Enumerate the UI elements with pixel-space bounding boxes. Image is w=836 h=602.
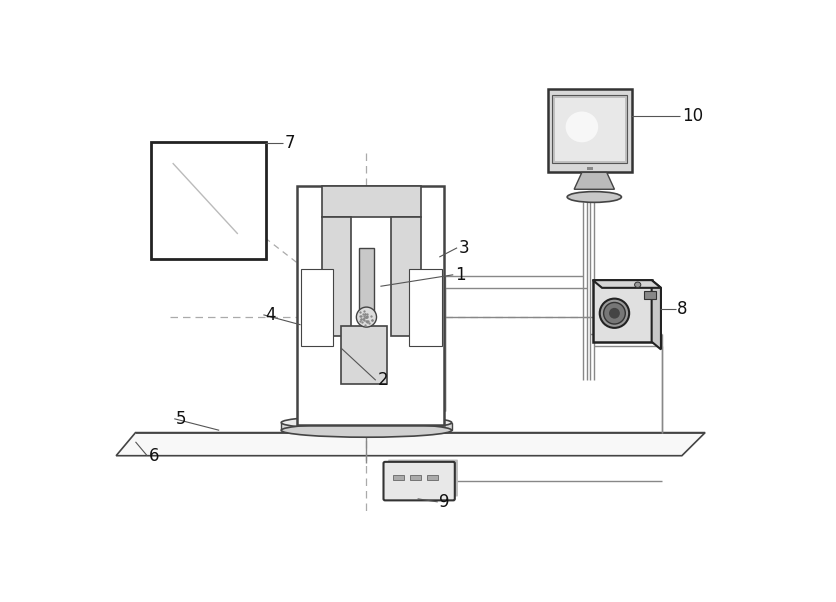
Ellipse shape — [635, 282, 641, 287]
Bar — [593, 280, 651, 342]
Ellipse shape — [281, 423, 451, 437]
Text: 4: 4 — [265, 306, 275, 324]
Bar — [553, 95, 627, 163]
Ellipse shape — [599, 299, 630, 328]
Bar — [341, 326, 387, 384]
Bar — [297, 186, 444, 425]
Bar — [322, 186, 421, 217]
Bar — [359, 248, 375, 317]
Bar — [410, 475, 421, 480]
Polygon shape — [651, 280, 661, 349]
Bar — [322, 217, 351, 337]
Bar — [555, 98, 624, 161]
Text: 6: 6 — [149, 447, 159, 465]
Bar — [281, 423, 451, 430]
Polygon shape — [574, 172, 614, 189]
Ellipse shape — [356, 307, 376, 327]
Text: 2: 2 — [377, 371, 388, 389]
Ellipse shape — [567, 191, 621, 202]
Text: 9: 9 — [439, 493, 450, 511]
Ellipse shape — [604, 302, 625, 324]
Text: 8: 8 — [677, 300, 688, 318]
FancyBboxPatch shape — [388, 459, 458, 497]
Bar — [409, 268, 441, 346]
Text: 7: 7 — [284, 134, 295, 152]
Text: 5: 5 — [176, 410, 186, 428]
Bar — [427, 475, 438, 480]
Text: 10: 10 — [682, 107, 703, 125]
Bar — [644, 291, 655, 299]
Bar — [151, 141, 266, 259]
Text: 3: 3 — [459, 239, 469, 257]
Polygon shape — [116, 433, 705, 456]
Bar — [393, 475, 404, 480]
FancyBboxPatch shape — [384, 462, 455, 500]
Ellipse shape — [281, 415, 451, 429]
Polygon shape — [593, 280, 661, 288]
Text: 1: 1 — [455, 265, 466, 284]
Ellipse shape — [609, 308, 619, 318]
Bar — [587, 167, 593, 170]
Bar — [301, 268, 333, 346]
Bar — [548, 89, 631, 172]
Bar — [391, 217, 421, 337]
Ellipse shape — [566, 111, 599, 142]
